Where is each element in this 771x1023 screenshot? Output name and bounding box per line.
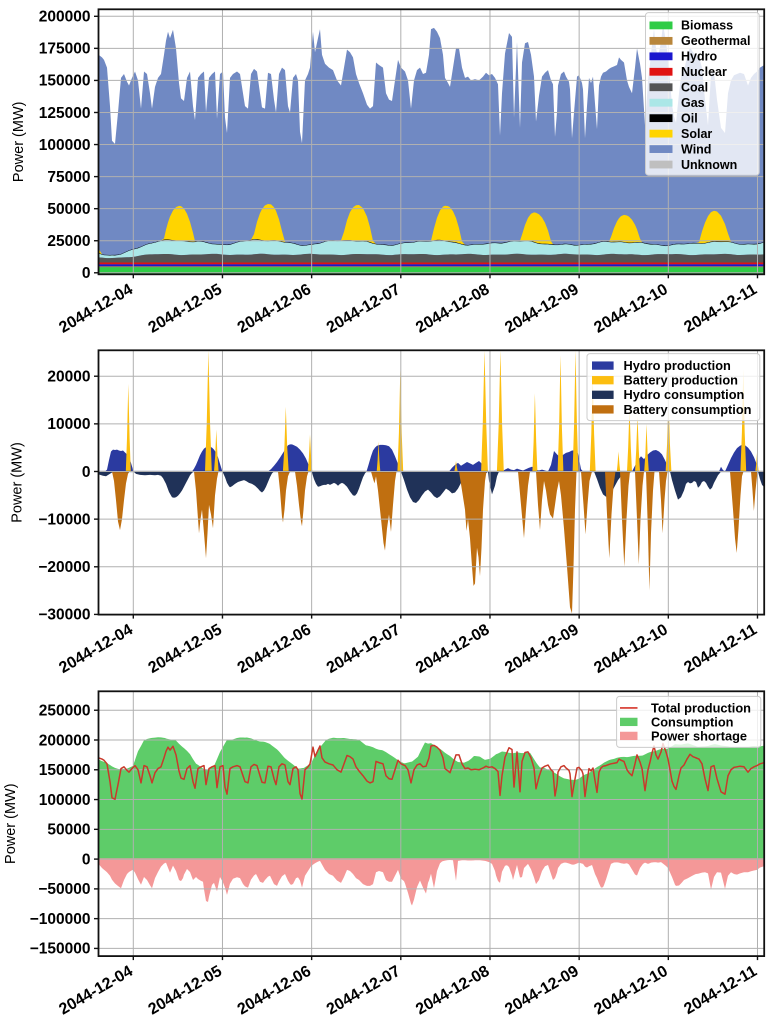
svg-text:Consumption: Consumption bbox=[651, 714, 734, 729]
svg-text:Power (MW): Power (MW) bbox=[10, 442, 26, 523]
svg-text:Hydro consumption: Hydro consumption bbox=[624, 387, 745, 402]
svg-text:−20000: −20000 bbox=[38, 559, 90, 576]
svg-text:−150000: −150000 bbox=[30, 941, 91, 958]
svg-text:Total production: Total production bbox=[651, 700, 751, 715]
svg-text:−30000: −30000 bbox=[38, 607, 90, 624]
svg-text:Power (MW): Power (MW) bbox=[3, 783, 19, 864]
svg-text:0: 0 bbox=[82, 851, 91, 868]
svg-text:50000: 50000 bbox=[47, 201, 90, 218]
svg-text:−10000: −10000 bbox=[38, 511, 90, 528]
svg-text:Gas: Gas bbox=[681, 96, 705, 110]
svg-text:−100000: −100000 bbox=[30, 911, 91, 928]
svg-text:75000: 75000 bbox=[47, 169, 90, 186]
svg-text:Biomass: Biomass bbox=[681, 19, 733, 33]
svg-text:50000: 50000 bbox=[47, 822, 90, 839]
svg-text:Solar: Solar bbox=[681, 127, 712, 141]
svg-text:Coal: Coal bbox=[681, 81, 708, 95]
svg-text:Unknown: Unknown bbox=[681, 158, 737, 172]
svg-text:10000: 10000 bbox=[47, 416, 90, 433]
svg-text:150000: 150000 bbox=[39, 73, 91, 90]
svg-text:20000: 20000 bbox=[47, 369, 90, 386]
svg-text:Battery consumption: Battery consumption bbox=[624, 402, 752, 417]
svg-text:Power shortage: Power shortage bbox=[651, 728, 747, 743]
svg-text:Wind: Wind bbox=[681, 142, 711, 156]
svg-text:25000: 25000 bbox=[47, 233, 90, 250]
svg-text:0: 0 bbox=[82, 464, 91, 481]
svg-text:100000: 100000 bbox=[39, 792, 91, 809]
svg-text:175000: 175000 bbox=[39, 41, 91, 58]
svg-text:Hydro production: Hydro production bbox=[624, 358, 732, 373]
svg-text:250000: 250000 bbox=[39, 703, 91, 720]
svg-text:125000: 125000 bbox=[39, 105, 91, 122]
svg-text:Oil: Oil bbox=[681, 111, 698, 125]
svg-text:Hydro: Hydro bbox=[681, 50, 717, 64]
svg-text:Geothermal: Geothermal bbox=[681, 34, 750, 48]
svg-text:Nuclear: Nuclear bbox=[681, 65, 727, 79]
svg-text:100000: 100000 bbox=[39, 137, 91, 154]
svg-text:200000: 200000 bbox=[39, 732, 91, 749]
svg-text:150000: 150000 bbox=[39, 762, 91, 779]
svg-text:Battery production: Battery production bbox=[624, 373, 739, 388]
svg-text:200000: 200000 bbox=[39, 9, 91, 26]
svg-text:0: 0 bbox=[82, 265, 91, 282]
svg-text:Power (MW): Power (MW) bbox=[11, 102, 27, 183]
svg-text:−50000: −50000 bbox=[38, 881, 90, 898]
